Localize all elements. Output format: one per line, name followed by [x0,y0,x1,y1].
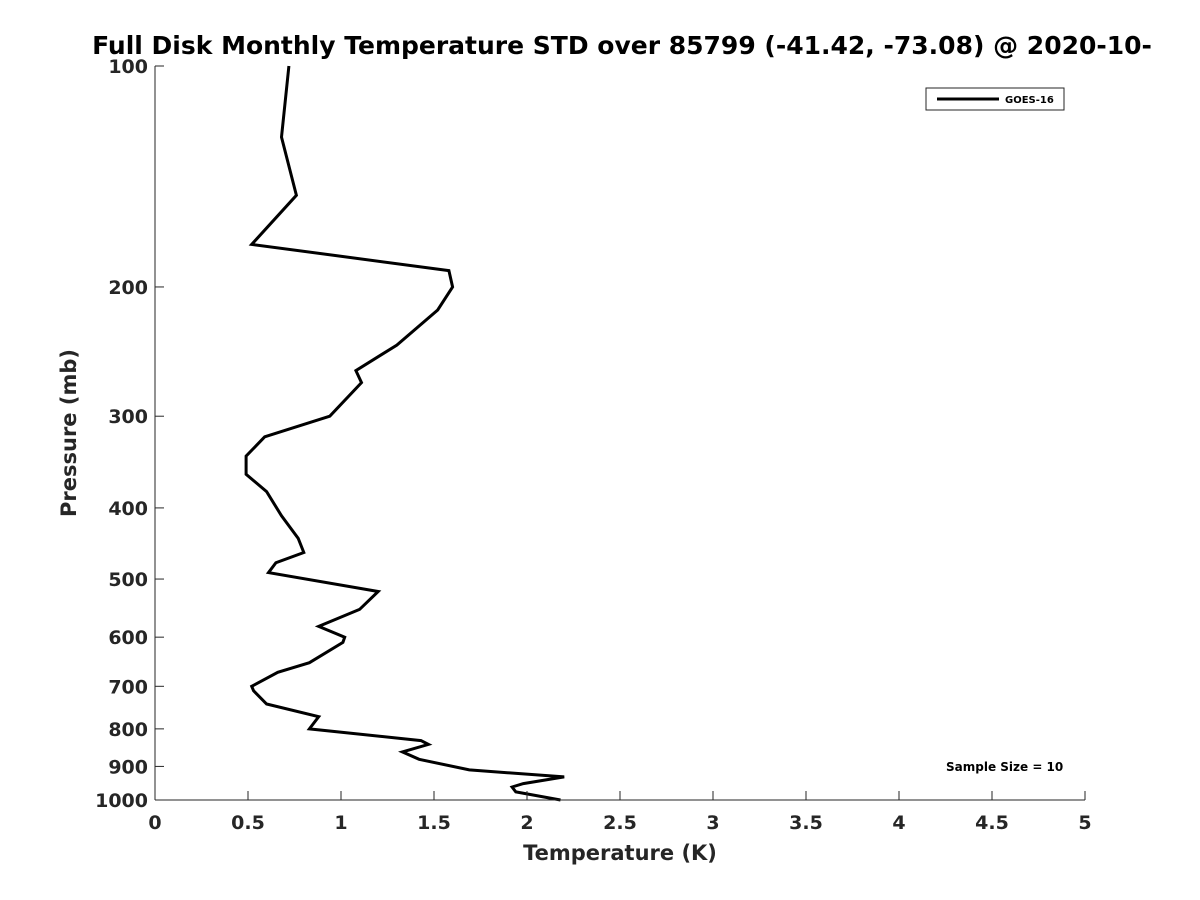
y-tick-label: 900 [108,756,148,778]
y-tick-label: 700 [108,676,148,698]
y-tick-label: 500 [108,569,148,591]
series-line-goes-16 [244,65,565,802]
x-tick-label: 2 [520,812,533,834]
x-tick-label: 2.5 [603,812,637,834]
y-tick-label: 400 [108,498,148,520]
x-tick-label: 4.5 [975,812,1009,834]
x-tick-label: 3 [706,812,719,834]
x-tick-label: 4 [892,812,905,834]
y-tick-label: 600 [108,627,148,649]
x-ticks: 0 0.5 1 1.5 2 2.5 3 3.5 4 4.5 5 [148,791,1092,834]
y-tick-label: 1000 [95,790,148,812]
y-tick-label: 200 [108,277,148,299]
chart-title: Full Disk Monthly Temperature STD over 8… [92,31,1152,60]
x-tick-label: 0.5 [231,812,265,834]
y-axis-label: Pressure (mb) [57,349,81,517]
legend: GOES-16 [925,87,1065,111]
sample-size-annotation: Sample Size = 10 [946,760,1063,774]
y-tick-label: 800 [108,719,148,741]
x-tick-label: 5 [1078,812,1091,834]
x-tick-label: 1.5 [417,812,451,834]
axes [154,66,1085,801]
y-tick-label: 100 [108,56,148,78]
x-tick-label: 1 [334,812,347,834]
x-axis-label: Temperature (K) [523,841,717,865]
x-tick-label: 0 [148,812,161,834]
y-ticks: 100 200 300 400 500 600 700 800 900 1000 [95,56,164,812]
y-tick-label: 300 [108,406,148,428]
plot-area [244,65,565,802]
x-tick-label: 3.5 [789,812,823,834]
legend-label-goes-16: GOES-16 [1005,95,1054,106]
